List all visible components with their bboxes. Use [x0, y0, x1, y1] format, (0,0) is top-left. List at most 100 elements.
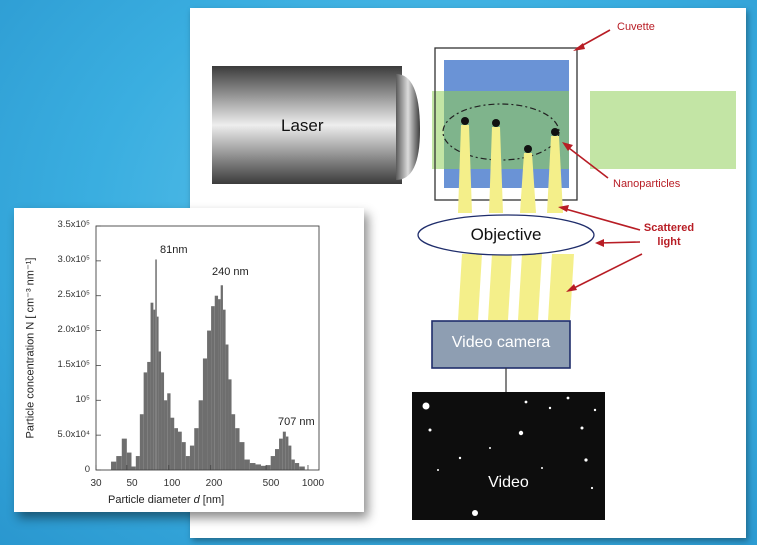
histogram-bar [150, 302, 154, 470]
y-tick-label: 1.5x10⁵ [57, 359, 90, 370]
scatter-ray-lower [548, 254, 574, 320]
nta-setup-diagram [212, 29, 736, 520]
histogram-bar [158, 351, 162, 470]
histogram-bar [174, 428, 178, 470]
histogram-bar [153, 309, 156, 470]
objective-lens [417, 214, 595, 256]
scatter-ray [520, 153, 536, 213]
histogram-bars [111, 259, 305, 470]
histogram-bar [181, 442, 186, 470]
laser-body [212, 66, 402, 184]
laser-label: Laser [281, 116, 324, 135]
histogram-bar [299, 466, 305, 470]
nanoparticle [492, 119, 500, 127]
scattered-label: Scattered [643, 222, 695, 234]
histogram-bar [155, 259, 157, 470]
histogram-bar [211, 306, 215, 470]
histogram-bar [270, 456, 276, 470]
histogram-bar [231, 414, 236, 470]
histogram-bar [285, 436, 289, 470]
y-axis-label: Particle concentration N [ cm⁻³ nm⁻¹] [24, 257, 37, 439]
y-tick-label: 3.5x10⁵ [57, 219, 90, 230]
histogram-bar [189, 445, 195, 470]
x-axis-label: Particle diameter d [nm] [108, 494, 225, 506]
histogram-bar [202, 358, 208, 470]
peak-label-240nm: 240 nm [212, 266, 249, 278]
histogram-bar [225, 344, 229, 470]
histogram-bar [291, 459, 295, 470]
objective-label: Objective [470, 225, 542, 244]
histogram-bar [131, 466, 136, 470]
y-tick-label: 2.0x10⁵ [57, 324, 90, 335]
histogram-bar [228, 379, 232, 470]
histogram-bar [207, 330, 212, 470]
histogram-bar [170, 417, 175, 470]
histogram-bar [239, 442, 245, 470]
histogram-bar [235, 428, 240, 470]
y-tick-label: 10⁵ [75, 394, 90, 405]
x-tick-label: 500 [262, 478, 280, 489]
scatter-ray-lower [458, 254, 482, 320]
histogram-bar [156, 316, 159, 470]
nanoparticle [524, 145, 532, 153]
video-particles [422, 396, 597, 516]
histogram-bar [147, 361, 151, 470]
x-tick-label: 1000 [301, 478, 325, 489]
scatter-ray [458, 125, 472, 213]
histogram-bar [249, 463, 256, 470]
video-camera-box [431, 320, 571, 369]
histogram-bar [294, 463, 300, 470]
histogram-bar [220, 285, 223, 470]
histogram-bar [214, 295, 219, 470]
histogram-bar [279, 438, 283, 470]
histogram-bar [185, 456, 190, 470]
histogram-bar [255, 464, 261, 470]
y-tick-label: 5.0x10⁴ [57, 429, 90, 440]
scatter-ray [489, 127, 503, 213]
histogram-bar [143, 372, 148, 470]
histogram-card: 3.5x10⁵ 3.0x10⁵ 2.5x10⁵ 2.0x10⁵ 1.5x10⁵ … [14, 208, 364, 512]
histogram-bar [218, 299, 221, 470]
nanoparticle [461, 117, 469, 125]
laser-lens [396, 74, 420, 180]
y-tick-label: 2.5x10⁵ [57, 289, 90, 300]
histogram-bar [244, 459, 250, 470]
histogram-bar [282, 431, 286, 470]
histogram-bar [139, 414, 144, 470]
histogram-bar [135, 456, 140, 470]
histogram-bar [177, 431, 182, 470]
histogram-bar [164, 400, 168, 470]
histogram-bar [198, 400, 203, 470]
histogram-bar [116, 456, 122, 470]
video-frame [412, 392, 605, 520]
annotation-arrows [558, 29, 643, 292]
cuvette-outer [434, 47, 578, 201]
video-camera-label: Video camera [451, 334, 551, 351]
scatter-ray-lower [488, 254, 512, 320]
histogram-bar [161, 372, 165, 470]
scatter-ray-lower [518, 254, 542, 320]
x-tick-label: 30 [90, 478, 102, 489]
video-label: Video [488, 474, 529, 491]
histogram-bar [222, 309, 226, 470]
histogram-bar [111, 461, 117, 470]
histogram-bar [167, 393, 171, 470]
cuvette-label: Cuvette [617, 21, 655, 33]
nanoparticle [551, 128, 559, 136]
y-tick-label: 0 [84, 464, 90, 475]
histogram-bar [194, 428, 199, 470]
histogram-bar [260, 465, 267, 470]
peak-label-81nm: 81nm [160, 244, 188, 256]
light-label: light [657, 236, 681, 248]
x-tick-label: 200 [205, 478, 223, 489]
histogram-bar [126, 452, 132, 470]
peak-label-707nm: 707 nm [278, 416, 315, 428]
histogram-chart [95, 225, 320, 471]
histogram-bar [266, 465, 271, 470]
scatter-ray [547, 136, 563, 213]
nanoparticles-label: Nanoparticles [613, 178, 681, 190]
histogram-bar [121, 438, 127, 470]
plot-frame [95, 225, 320, 471]
x-tick-label: 100 [163, 478, 181, 489]
laser-beam [590, 91, 736, 169]
